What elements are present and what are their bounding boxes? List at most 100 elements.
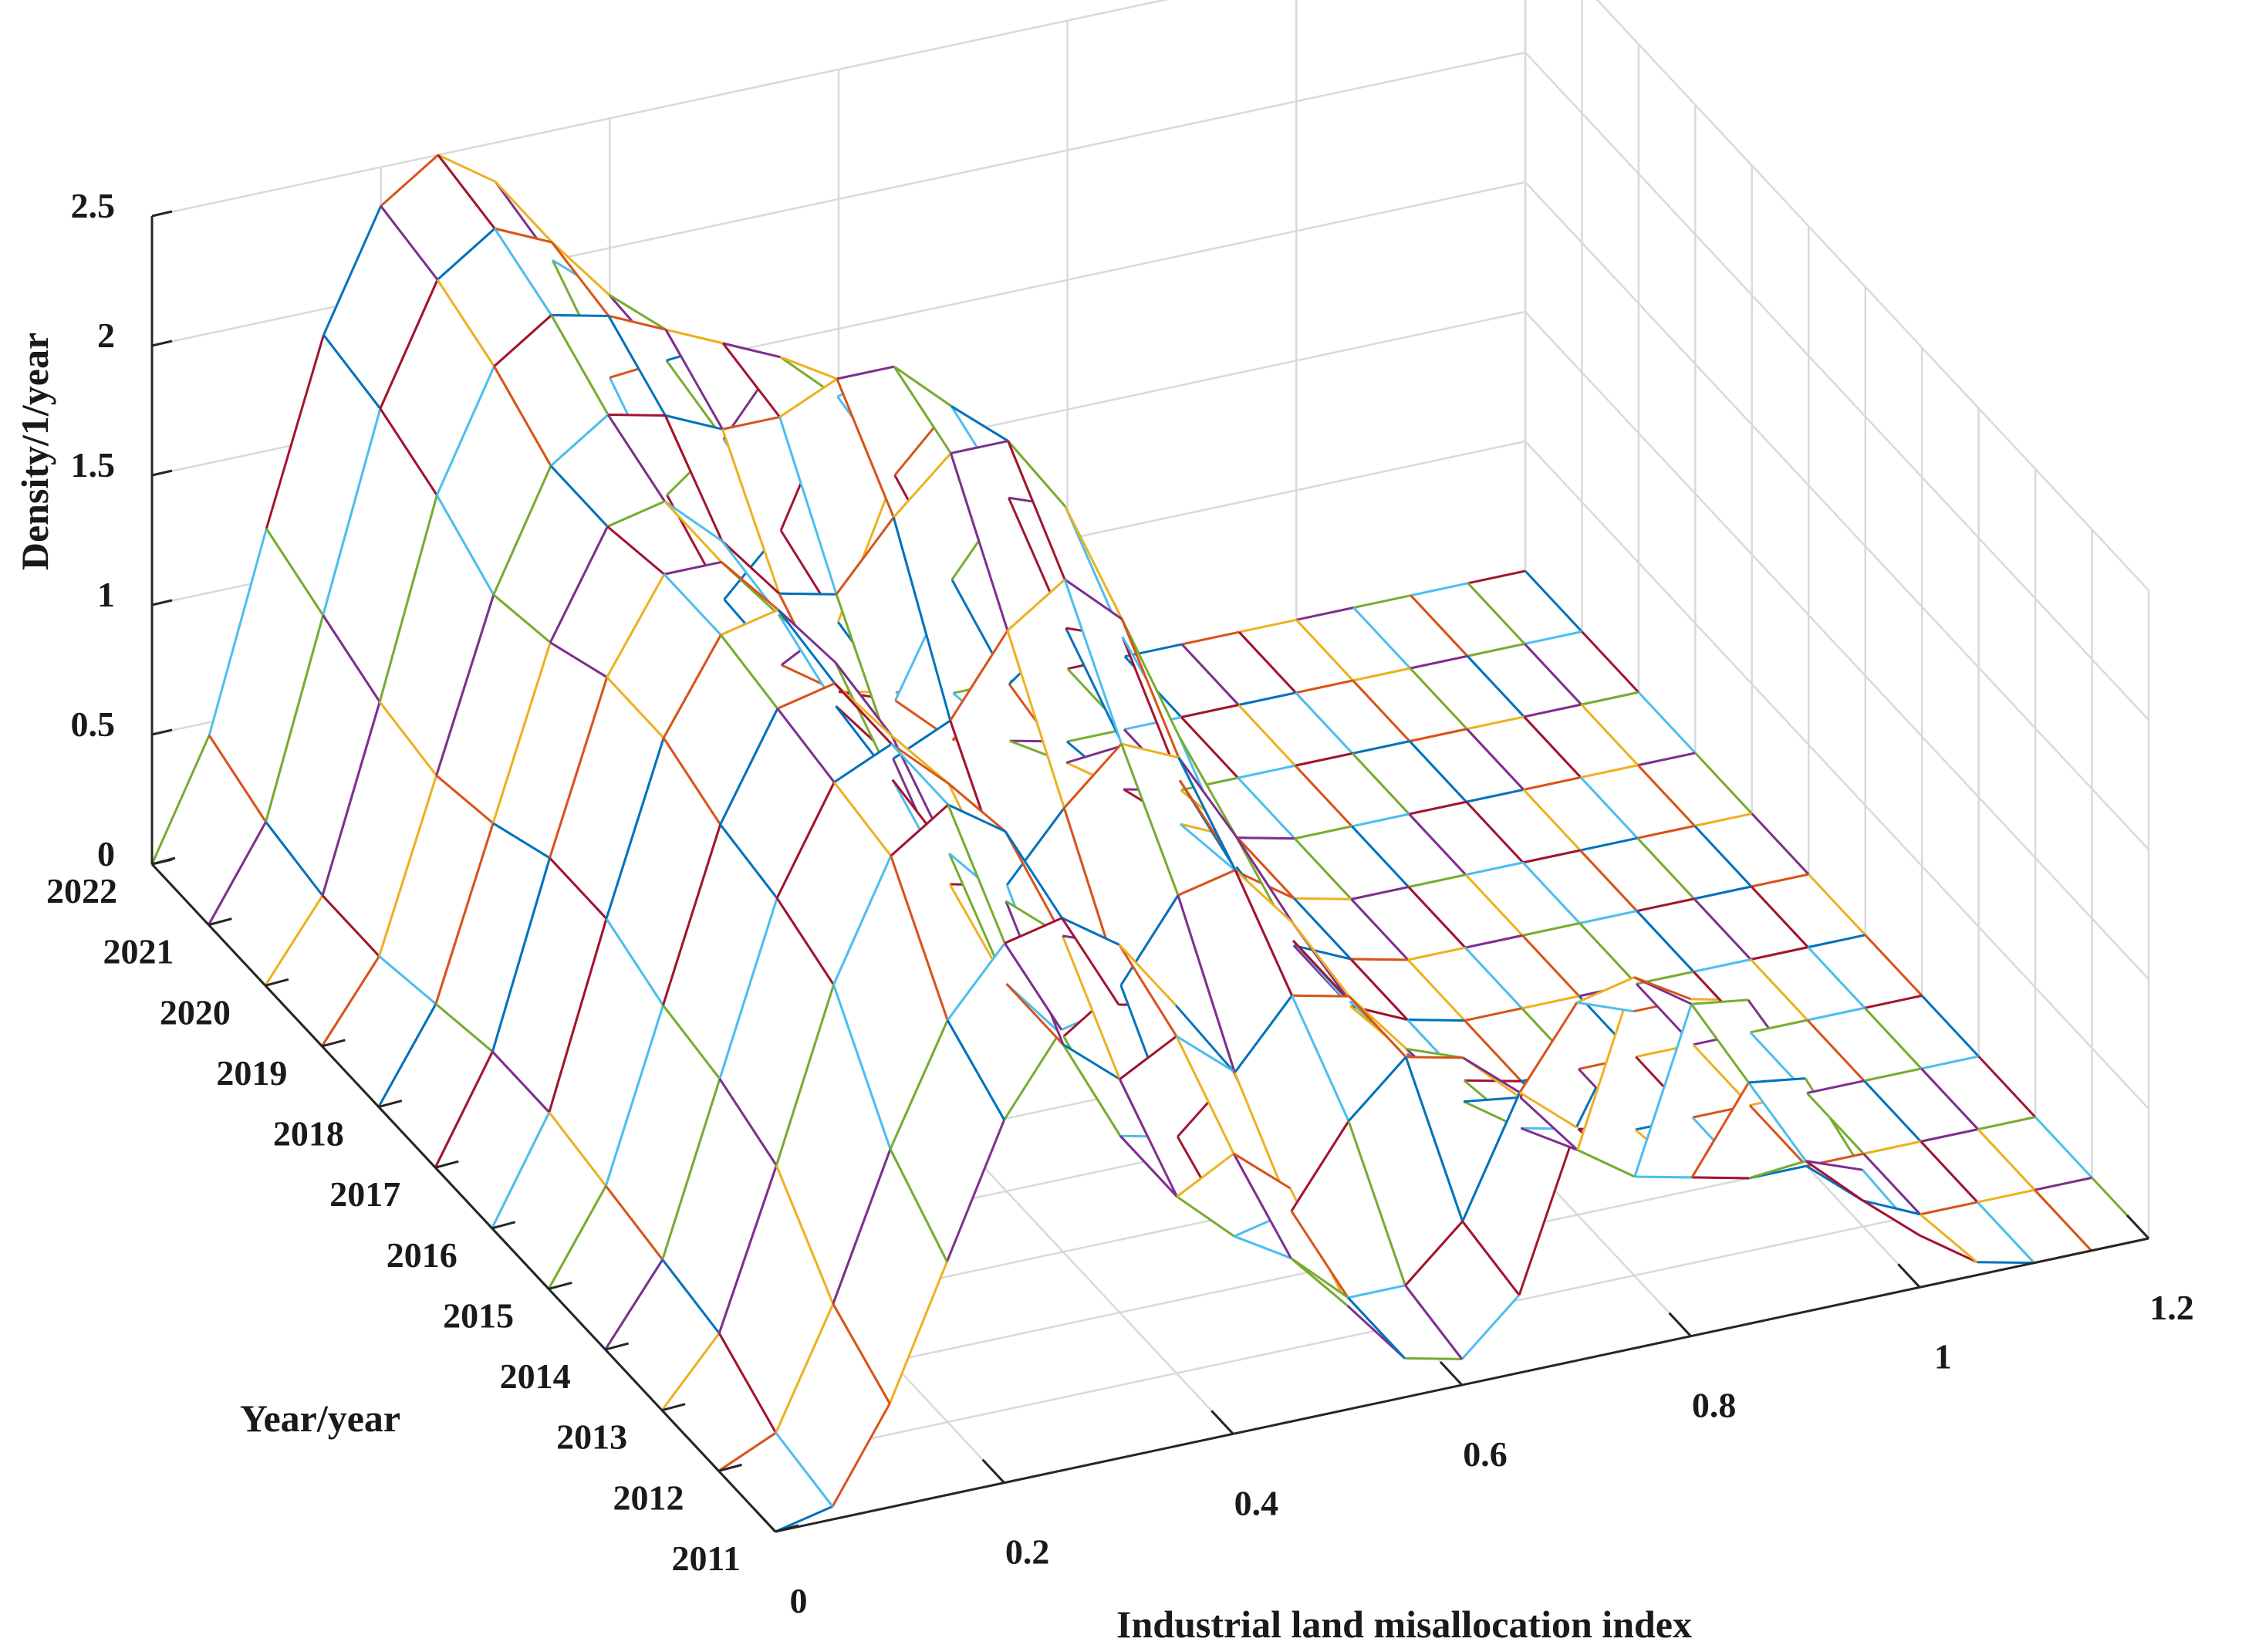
surface-edge-y — [1005, 982, 1065, 1046]
surface-face — [1581, 765, 1695, 839]
surface-edge-x — [1579, 910, 1638, 924]
surface-edge-y — [548, 1111, 607, 1187]
surface-face — [1465, 862, 1580, 936]
surface-face — [1807, 1080, 1921, 1154]
surface-face — [890, 1020, 1005, 1262]
surface-edge-y — [890, 743, 950, 806]
surface-edge-x — [1410, 582, 1469, 597]
surface-edge-x — [1232, 1153, 1292, 1259]
surface-face — [380, 279, 495, 495]
surface-face — [606, 738, 721, 1005]
surface-edge-x — [322, 408, 382, 616]
surface-face — [265, 895, 380, 1046]
y-axis-line — [150, 863, 777, 1533]
surface-edge-x — [1518, 1127, 1578, 1296]
surface-edge-y — [892, 517, 952, 721]
surface-edge-y — [1063, 579, 1123, 745]
surface-edge-y — [832, 984, 892, 1150]
surface-face — [1121, 744, 1236, 896]
surface-mesh — [150, 154, 2150, 1533]
surface-edge-x — [1407, 946, 1466, 961]
surface-edge-y — [1007, 441, 1066, 580]
surface-edge-y — [1691, 998, 1748, 1005]
surface-edge-x — [605, 737, 665, 920]
surface-edge-y — [778, 416, 838, 595]
surface-edge-y — [889, 1148, 948, 1262]
surface-edge-x — [1750, 1019, 1808, 1034]
surface-edge-x — [1693, 885, 1752, 900]
surface-edge-x — [1920, 1128, 1979, 1143]
surface-edge-x — [1576, 976, 1635, 1004]
surface-edge-y — [1576, 1001, 1634, 1013]
surface-edge-y — [1920, 1213, 1978, 1263]
surface-edge-y — [493, 365, 552, 467]
surface-edge-y — [1637, 691, 1697, 754]
surface-edge-y — [1863, 1007, 1923, 1069]
surface-edge-x — [946, 1119, 1006, 1262]
surface-face — [1234, 995, 1349, 1211]
surface-face — [209, 529, 323, 823]
surface-edge-x — [435, 594, 495, 776]
surface-edge-y — [832, 1303, 891, 1404]
surface-edge-y — [662, 1004, 721, 1080]
surface-face — [1237, 765, 1352, 839]
surface-edge-x — [1353, 594, 1411, 609]
surface-edge-x — [778, 592, 837, 596]
x-tick-label: 0 — [790, 1581, 808, 1620]
surface-edge-y — [494, 181, 553, 244]
surface-edge-x — [1404, 1220, 1464, 1286]
surface-edge-x — [1636, 897, 1695, 913]
surface-face — [1467, 571, 1582, 644]
surface-face — [322, 701, 437, 957]
surface-edge-x — [1522, 922, 1580, 937]
surface-edge-x — [321, 955, 380, 1047]
surface-edge-x — [1007, 440, 1066, 508]
surface-edge-y — [1748, 1160, 1807, 1180]
surface-face — [435, 823, 550, 1052]
surface-edge-y — [1921, 995, 1980, 1058]
surface-edge-x — [1177, 869, 1236, 897]
surface-edge-y — [1465, 801, 1524, 863]
surface-face — [608, 316, 723, 430]
surface-edge-y — [721, 428, 781, 594]
y-tick — [321, 1039, 346, 1048]
surface-edge-y — [1461, 1221, 1521, 1296]
z-axis-title: Density/1/year — [13, 333, 56, 570]
surface-edge-x — [1119, 1079, 1178, 1198]
surface-edge-x — [1176, 1195, 1235, 1238]
surface-edge-y — [1464, 947, 1523, 1009]
surface-edge-x — [208, 821, 267, 926]
surface-edge-x — [1466, 788, 1524, 803]
surface-edge-x — [719, 708, 779, 826]
surface-face — [1580, 838, 1694, 911]
surface-face — [152, 735, 266, 925]
surface-face — [1182, 632, 1296, 705]
surface-edge-y — [1920, 1140, 1979, 1204]
surface-face — [665, 415, 779, 594]
surface-edge-x — [718, 897, 778, 1079]
surface-edge-x — [1467, 643, 1525, 657]
surface-cell — [1580, 691, 1697, 767]
surface-face — [950, 441, 1065, 631]
surface-face — [1865, 995, 1979, 1069]
x-tick-label: 0.6 — [1463, 1434, 1508, 1474]
surface-edge-y — [1406, 1047, 1464, 1059]
surface-edge-x — [604, 1005, 664, 1187]
surface-face — [1636, 898, 1751, 972]
surface-edge-x — [1808, 934, 1866, 949]
surface-edge-x — [1977, 1116, 2036, 1131]
surface-edge-y — [1351, 752, 1410, 816]
surface-face — [1465, 935, 1579, 1008]
surface-face — [1808, 934, 1923, 1008]
surface-edge-y — [608, 293, 667, 331]
x-tick-label: 0.8 — [1692, 1386, 1737, 1425]
surface-edge-y — [718, 1078, 778, 1167]
surface-edge-y — [1177, 894, 1236, 1073]
x-tick-label: 1.2 — [2149, 1288, 2194, 1327]
x-tick-label: 1 — [1934, 1336, 1952, 1376]
surface-face — [380, 495, 494, 776]
surface-face — [1467, 644, 1582, 717]
surface-face — [718, 1432, 833, 1532]
surface-edge-x — [947, 942, 1006, 1022]
surface-face — [1238, 692, 1353, 766]
